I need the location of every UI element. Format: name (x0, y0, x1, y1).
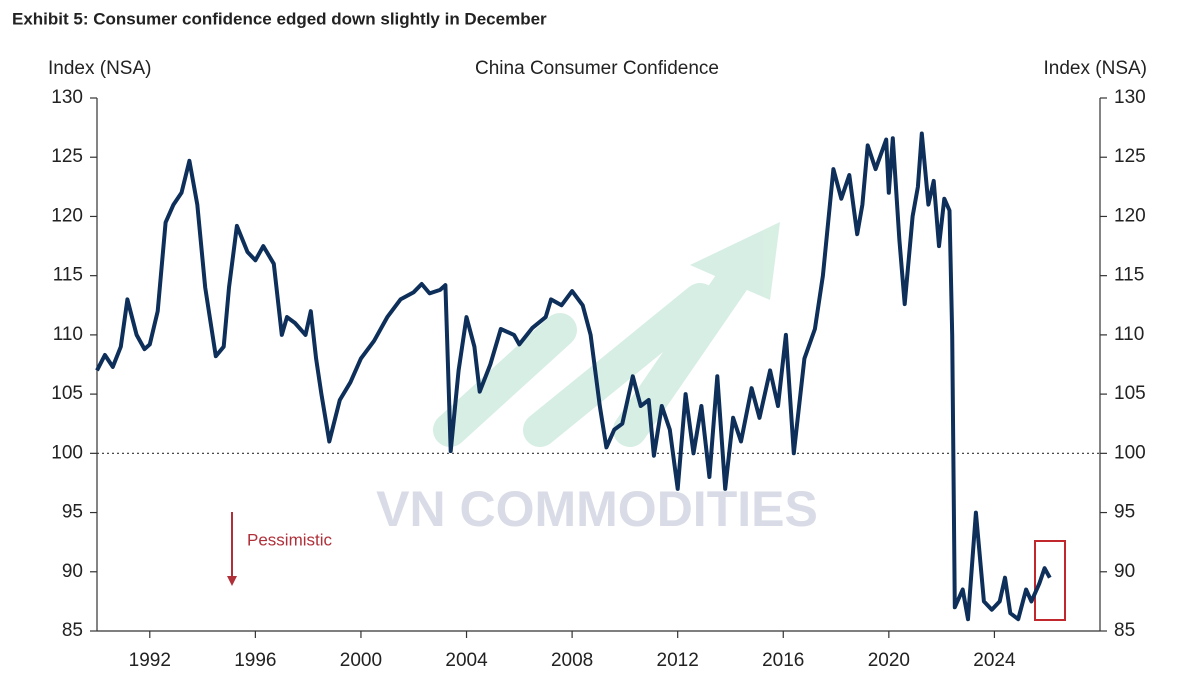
y2-tick-label: 85 (1114, 620, 1135, 641)
x-tick-label: 2008 (551, 650, 593, 671)
y-tick-label: 110 (53, 324, 83, 345)
data-line (95, 131, 1052, 622)
y-tick-label: 85 (62, 620, 83, 641)
x-tick-label: 2020 (868, 650, 910, 671)
annotation: Pessimistic (247, 530, 333, 549)
y-tick-label: 130 (51, 87, 83, 108)
x-tick-label: 2004 (445, 650, 488, 671)
y-axis-label: Index (NSA) (48, 58, 151, 79)
y2-tick-label: 105 (1114, 383, 1146, 404)
y2-tick-label: 100 (1114, 442, 1146, 463)
watermark-arrow (433, 222, 780, 447)
y2-tick-label: 130 (1114, 87, 1146, 108)
x-tick-label: 2016 (762, 650, 804, 671)
page-title: Exhibit 5: Consumer confidence edged dow… (12, 9, 547, 28)
x-tick-label: 2000 (340, 650, 382, 671)
x-tick-label: 1996 (234, 650, 276, 671)
highlight-box (1034, 540, 1066, 621)
watermark: VN COMMODITIES (376, 481, 818, 537)
y-tick-label: 120 (51, 205, 83, 226)
y-tick-label: 115 (53, 265, 83, 286)
y2-tick-label: 115 (1114, 265, 1144, 286)
y2-tick-label: 95 (1114, 502, 1135, 523)
annotation-arrowhead (227, 576, 237, 586)
x-tick-label: 2024 (973, 650, 1016, 671)
chart-title: China Consumer Confidence (475, 58, 719, 79)
y-tick-label: 100 (51, 442, 83, 463)
y2-axis-label: Index (NSA) (1044, 58, 1147, 79)
x-tick-label: 1992 (129, 650, 171, 671)
y-tick-label: 90 (62, 561, 83, 582)
y2-tick-label: 120 (1114, 205, 1146, 226)
y2-tick-label: 110 (1114, 324, 1144, 345)
y2-tick-label: 90 (1114, 561, 1135, 582)
y-tick-label: 95 (62, 502, 83, 523)
y-tick-label: 125 (51, 146, 83, 167)
x-tick-label: 2012 (657, 650, 699, 671)
y-tick-label: 105 (51, 383, 83, 404)
y2-tick-label: 125 (1114, 146, 1146, 167)
